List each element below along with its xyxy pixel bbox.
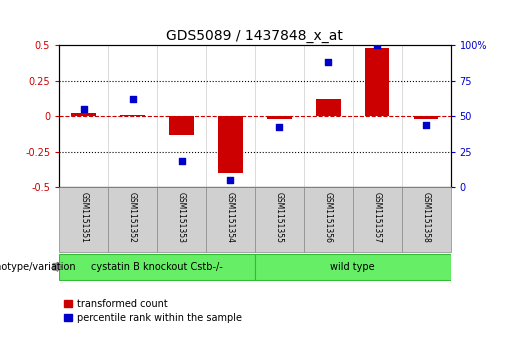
Bar <box>353 187 402 252</box>
Point <box>177 159 185 164</box>
Bar <box>365 48 389 116</box>
Text: GSM1151352: GSM1151352 <box>128 192 137 242</box>
Bar <box>59 187 108 252</box>
Bar <box>72 113 96 116</box>
Bar <box>316 99 340 116</box>
Point <box>79 106 88 112</box>
Bar <box>206 187 255 252</box>
Bar <box>414 116 438 119</box>
Point <box>324 60 333 65</box>
Bar <box>157 187 206 252</box>
Text: GSM1151353: GSM1151353 <box>177 192 186 242</box>
Bar <box>169 116 194 135</box>
Bar <box>108 187 157 252</box>
Bar <box>267 116 291 119</box>
Text: GSM1151355: GSM1151355 <box>275 192 284 242</box>
Bar <box>121 115 145 116</box>
Text: cystatin B knockout Cstb-/-: cystatin B knockout Cstb-/- <box>91 262 223 272</box>
Text: GSM1151351: GSM1151351 <box>79 192 88 242</box>
Point <box>422 122 430 127</box>
Text: genotype/variation: genotype/variation <box>0 262 76 272</box>
Title: GDS5089 / 1437848_x_at: GDS5089 / 1437848_x_at <box>166 29 344 43</box>
Text: wild type: wild type <box>331 262 375 272</box>
Bar <box>59 254 255 280</box>
Point <box>128 96 136 102</box>
Point <box>226 177 234 183</box>
Text: GSM1151356: GSM1151356 <box>324 192 333 242</box>
Point <box>373 42 381 48</box>
Bar <box>255 187 304 252</box>
Bar <box>402 187 451 252</box>
Point <box>275 125 283 130</box>
Text: GSM1151357: GSM1151357 <box>373 192 382 242</box>
Legend: transformed count, percentile rank within the sample: transformed count, percentile rank withi… <box>64 299 242 323</box>
Bar <box>304 187 353 252</box>
Bar <box>255 254 451 280</box>
Text: GSM1151358: GSM1151358 <box>422 192 431 242</box>
Text: GSM1151354: GSM1151354 <box>226 192 235 242</box>
Bar <box>218 116 243 173</box>
